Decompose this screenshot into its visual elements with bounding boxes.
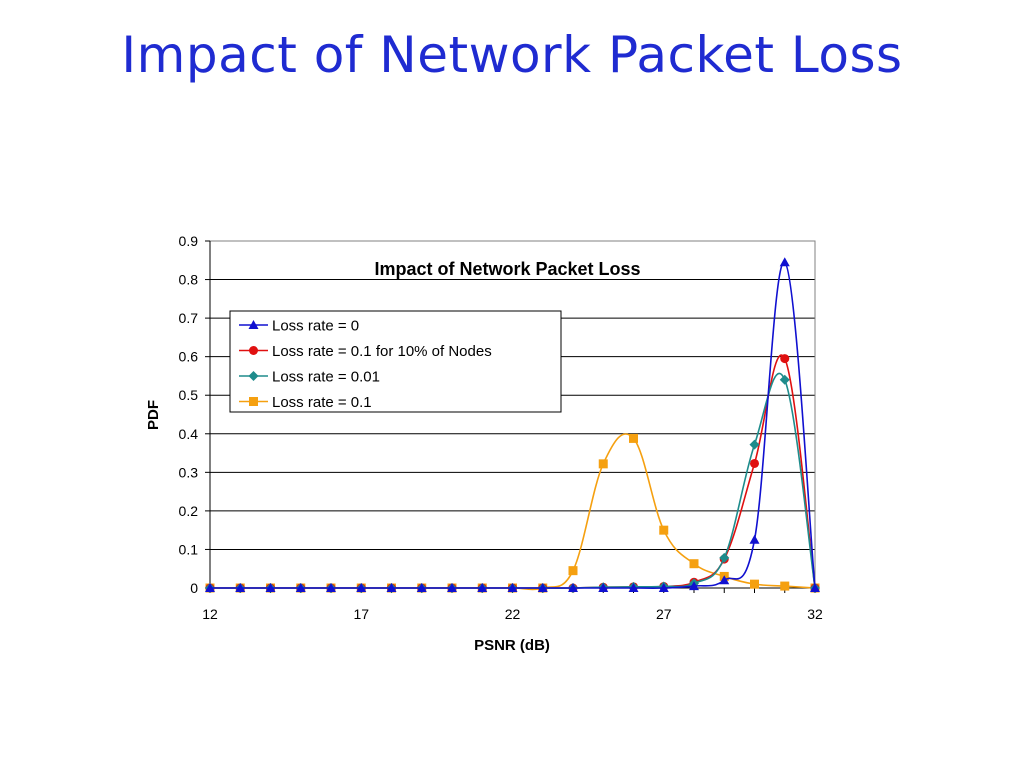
data-point [659,525,669,535]
x-axis-label: PSNR (dB) [474,637,550,654]
data-point [568,566,578,576]
series-line [209,433,816,591]
series-0 [205,257,820,592]
data-point [265,583,276,592]
data-point [537,583,548,592]
data-point [386,583,397,592]
data-point [658,583,669,592]
data-point [205,583,215,592]
legend-marker [249,397,258,406]
data-point [477,583,488,592]
data-point [598,459,608,469]
y-tick-label: 0.2 [179,503,199,519]
data-point [507,583,518,592]
data-point [568,583,578,592]
data-point [749,439,760,450]
slide-title: Impact of Network Packet Loss [121,26,903,84]
data-point [598,583,609,592]
data-point [750,458,759,468]
legend-box [229,310,562,413]
y-axis-label: PDF [145,400,162,430]
x-tick-label: 22 [505,606,521,622]
data-point [780,354,790,364]
legend-label: Loss rate = 0.01 [272,369,380,386]
series-3 [205,433,820,593]
x-tick-label: 32 [807,606,823,622]
y-tick-label: 0.5 [179,387,199,403]
data-point [780,581,790,591]
data-point [326,583,336,592]
data-point [779,374,790,385]
data-point [235,583,246,592]
legend-label: Loss rate = 0.1 [272,394,372,411]
y-tick-label: 0.1 [179,541,199,557]
data-point [416,583,427,592]
axes: 0 0.1 0.2 0.3 0.4 0.5 0.6 0.7 0.8 0.9 12 17 22 27 32 [179,233,823,622]
x-tick-label: 17 [353,606,369,622]
data-point [629,433,638,443]
legend-marker [248,371,259,381]
data-point [447,583,457,592]
legend: Loss rate = 0 Loss rate = 0.1 for 10% of … [229,310,562,413]
data-point [689,559,699,569]
x-tick-label: 12 [202,606,218,622]
series-layer [205,257,820,593]
legend-marker [249,346,258,355]
y-tick-label: 0.3 [179,464,199,480]
y-tick-label: 0 [190,580,198,596]
data-point [356,583,367,592]
legend-label: Loss rate = 0.1 for 10% of Nodes [272,343,492,360]
data-point [628,583,639,592]
data-point [295,583,306,592]
data-point [749,534,760,544]
y-tick-label: 0.7 [179,310,199,326]
legend-label: Loss rate = 0 [272,318,359,335]
data-point [719,575,730,585]
y-tick-label: 0.9 [179,233,199,249]
data-point [750,579,759,589]
plot-area [209,240,816,589]
x-tick-label: 27 [656,606,672,622]
data-point [779,257,790,267]
y-tick-label: 0.4 [179,426,199,442]
y-tick-label: 0.8 [179,272,199,288]
legend-marker [248,320,259,329]
y-tick-label: 0.6 [179,349,199,365]
data-point [810,583,820,592]
chart-title: Impact of Network Packet Loss [374,259,640,279]
data-point [689,581,699,591]
data-point [719,552,730,563]
